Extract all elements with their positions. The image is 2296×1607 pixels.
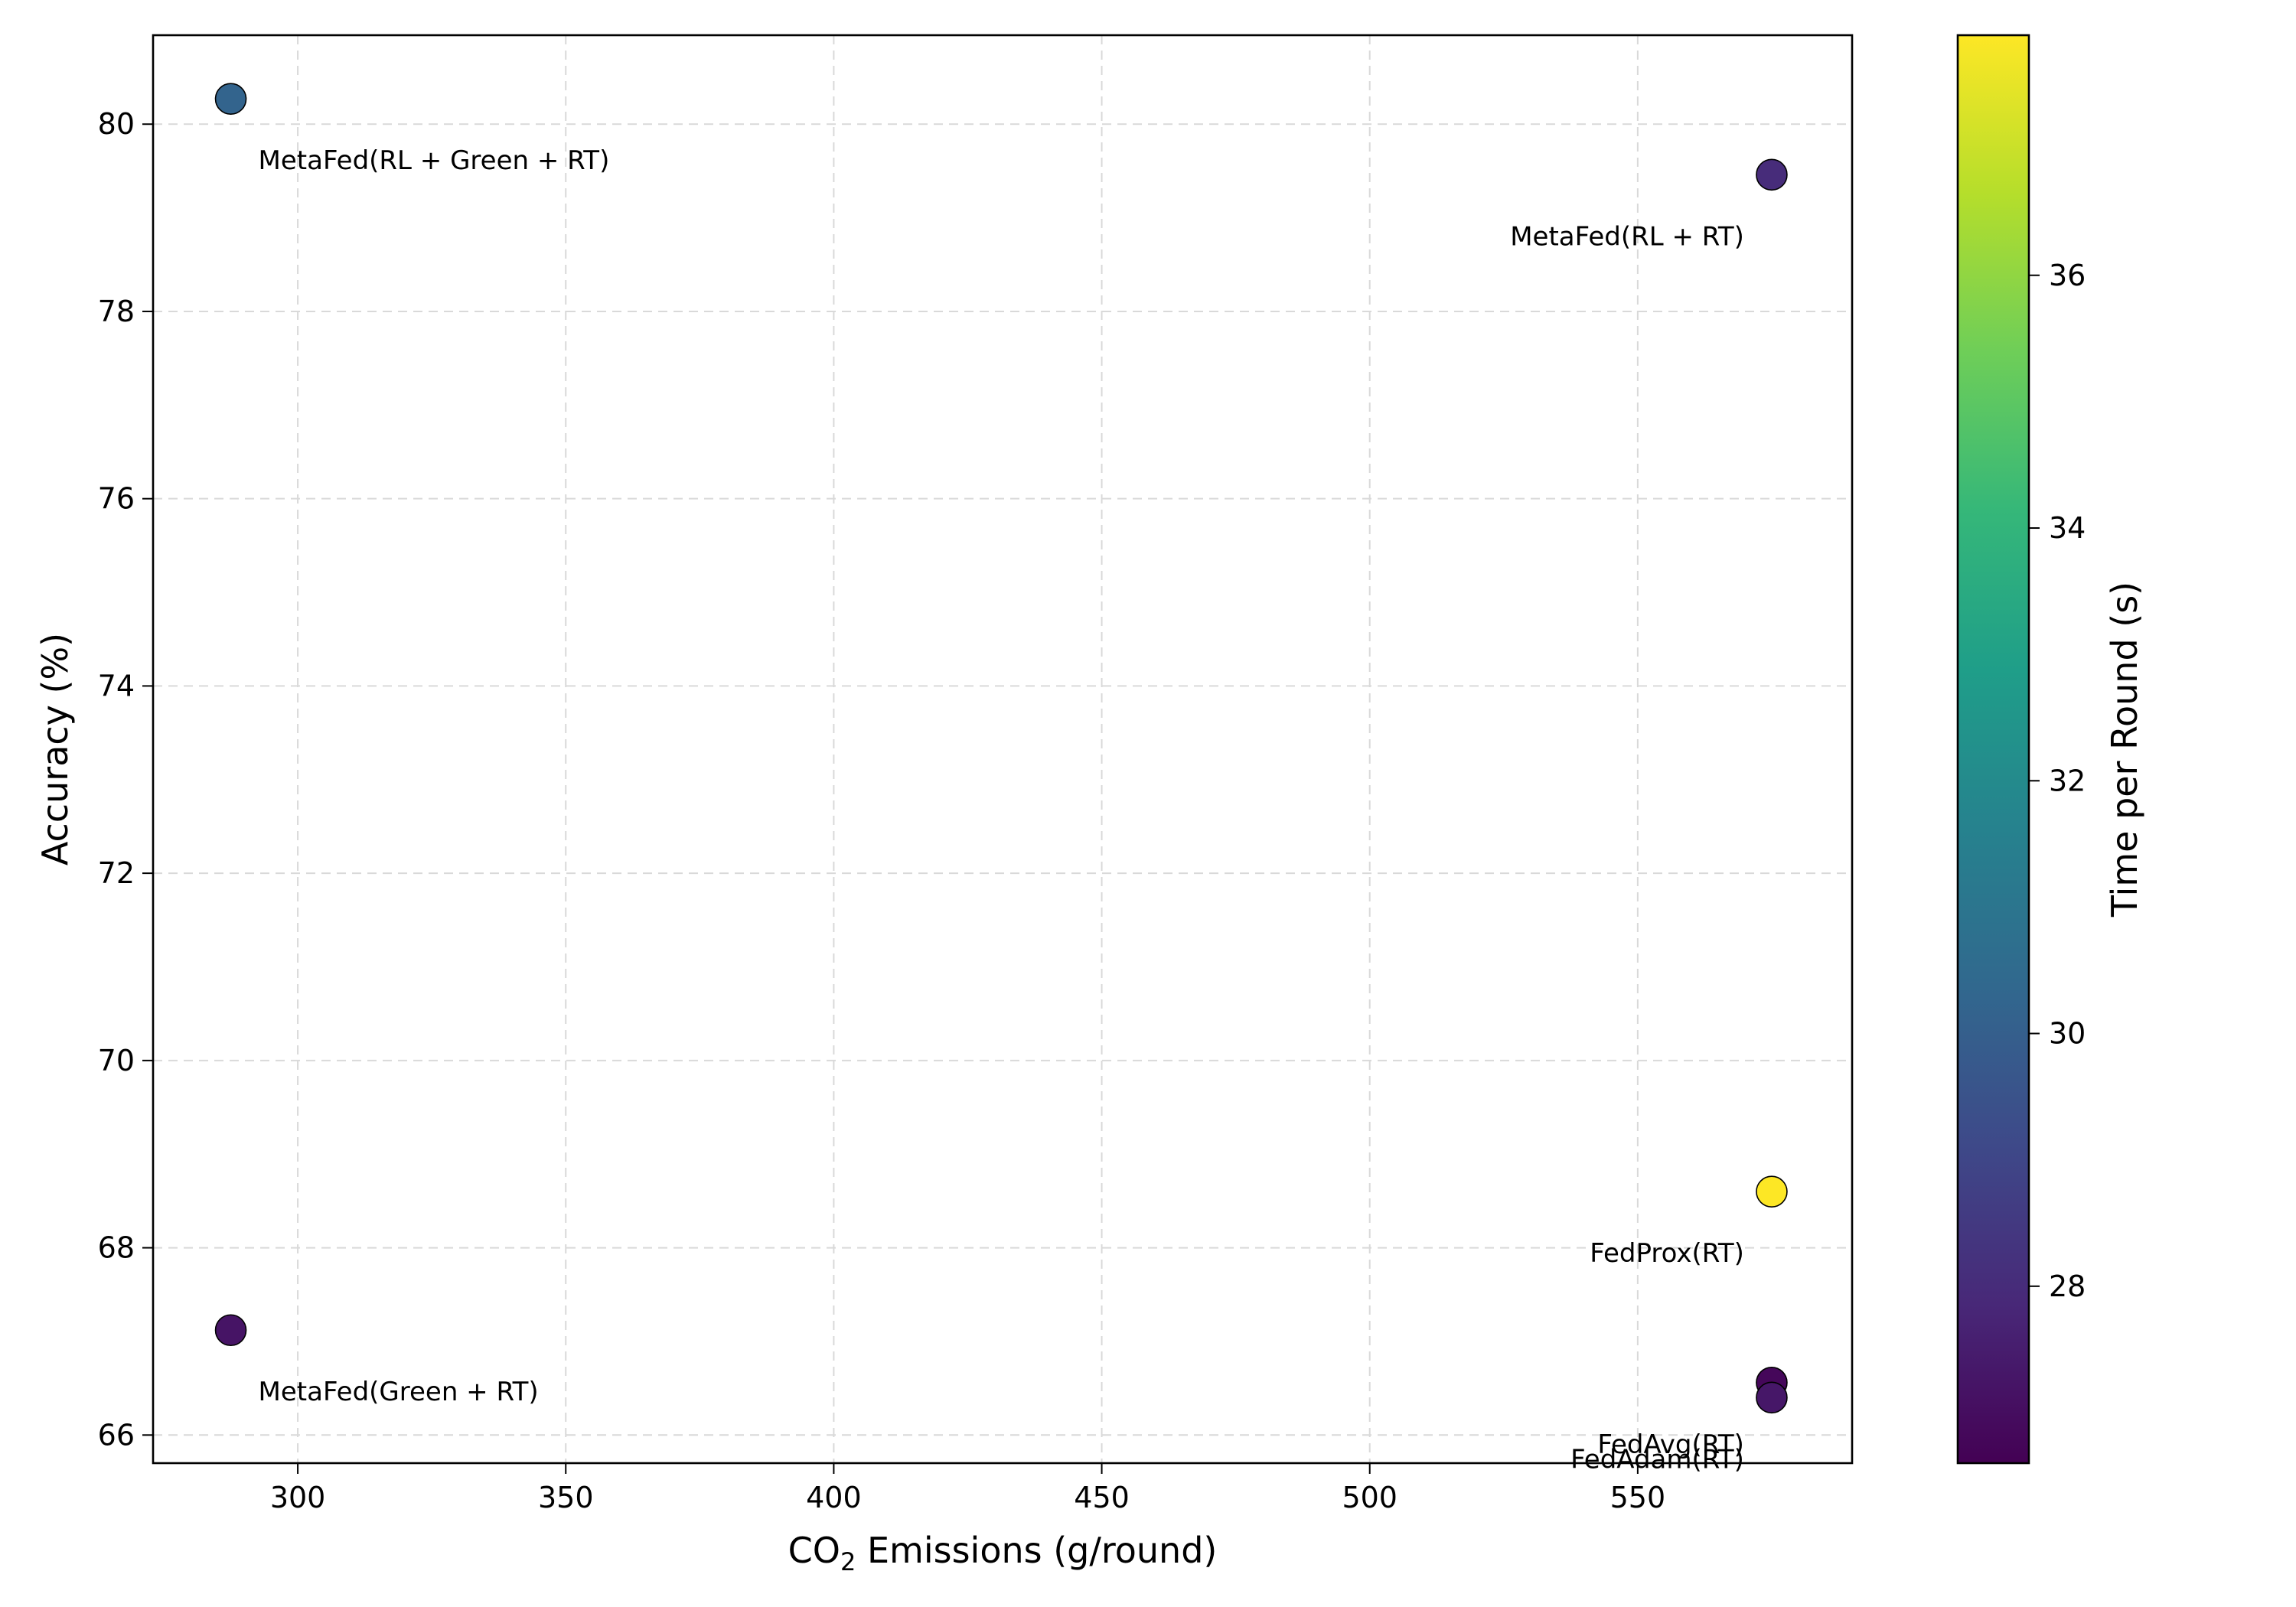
x-tick-label: 300 <box>270 1481 326 1514</box>
colorbar-tick-label: 34 <box>2049 511 2086 545</box>
y-tick-label: 72 <box>98 856 135 890</box>
data-point <box>214 1314 247 1347</box>
data-points: MetaFed(RL + Green + RT) MetaFed(RL + RT)… <box>214 83 1788 1475</box>
y-tick-label: 76 <box>98 482 135 516</box>
x-tick-label: 450 <box>1074 1481 1130 1514</box>
data-point <box>214 83 247 116</box>
data-point-label: FedAvg(RT) <box>1597 1429 1744 1460</box>
colorbar-tick-label: 36 <box>2049 259 2086 292</box>
colorbar-label: Time per Round (s) <box>2104 582 2145 918</box>
data-point-label: FedProx(RT) <box>1590 1238 1744 1269</box>
data-point <box>1756 158 1788 191</box>
y-tick-label: 80 <box>98 107 135 141</box>
x-tick-label: 350 <box>538 1481 594 1514</box>
y-tick-label: 74 <box>98 669 135 702</box>
x-axis-label: CO2 Emissions (g/round) <box>788 1530 1218 1576</box>
x-tick-label: 500 <box>1342 1481 1397 1514</box>
data-point-label: MetaFed(RL + RT) <box>1510 221 1744 252</box>
data-point <box>1756 1381 1788 1414</box>
x-axis-label-subscript: 2 <box>840 1547 856 1576</box>
y-axis-label: Accuracy (%) <box>34 633 76 865</box>
data-point <box>1756 1175 1788 1208</box>
plot-frame <box>152 34 1854 1465</box>
colorbar <box>1956 34 2030 1465</box>
colorbar-tick-label: 30 <box>2049 1017 2086 1051</box>
colorbar-tick-label: 28 <box>2049 1270 2086 1303</box>
y-tick-label: 70 <box>98 1044 135 1077</box>
colorbar-ticks: 28 30 32 34 36 <box>2029 259 2086 1303</box>
y-tick-label: 66 <box>98 1418 135 1452</box>
data-point-label: MetaFed(RL + Green + RT) <box>259 145 610 176</box>
colorbar-tick-label: 32 <box>2049 764 2086 797</box>
grid-lines <box>153 35 1852 1463</box>
y-tick-label: 68 <box>98 1231 135 1265</box>
axis-ticks: 300 350 400 450 500 550 66 68 70 72 74 76 78 80 <box>98 107 1665 1514</box>
x-tick-label: 550 <box>1610 1481 1666 1514</box>
data-point-label: FedAdam(RT) <box>1570 1444 1744 1475</box>
y-tick-label: 78 <box>98 295 135 328</box>
x-tick-label: 400 <box>806 1481 862 1514</box>
data-point-label: MetaFed(Green + RT) <box>259 1377 539 1407</box>
